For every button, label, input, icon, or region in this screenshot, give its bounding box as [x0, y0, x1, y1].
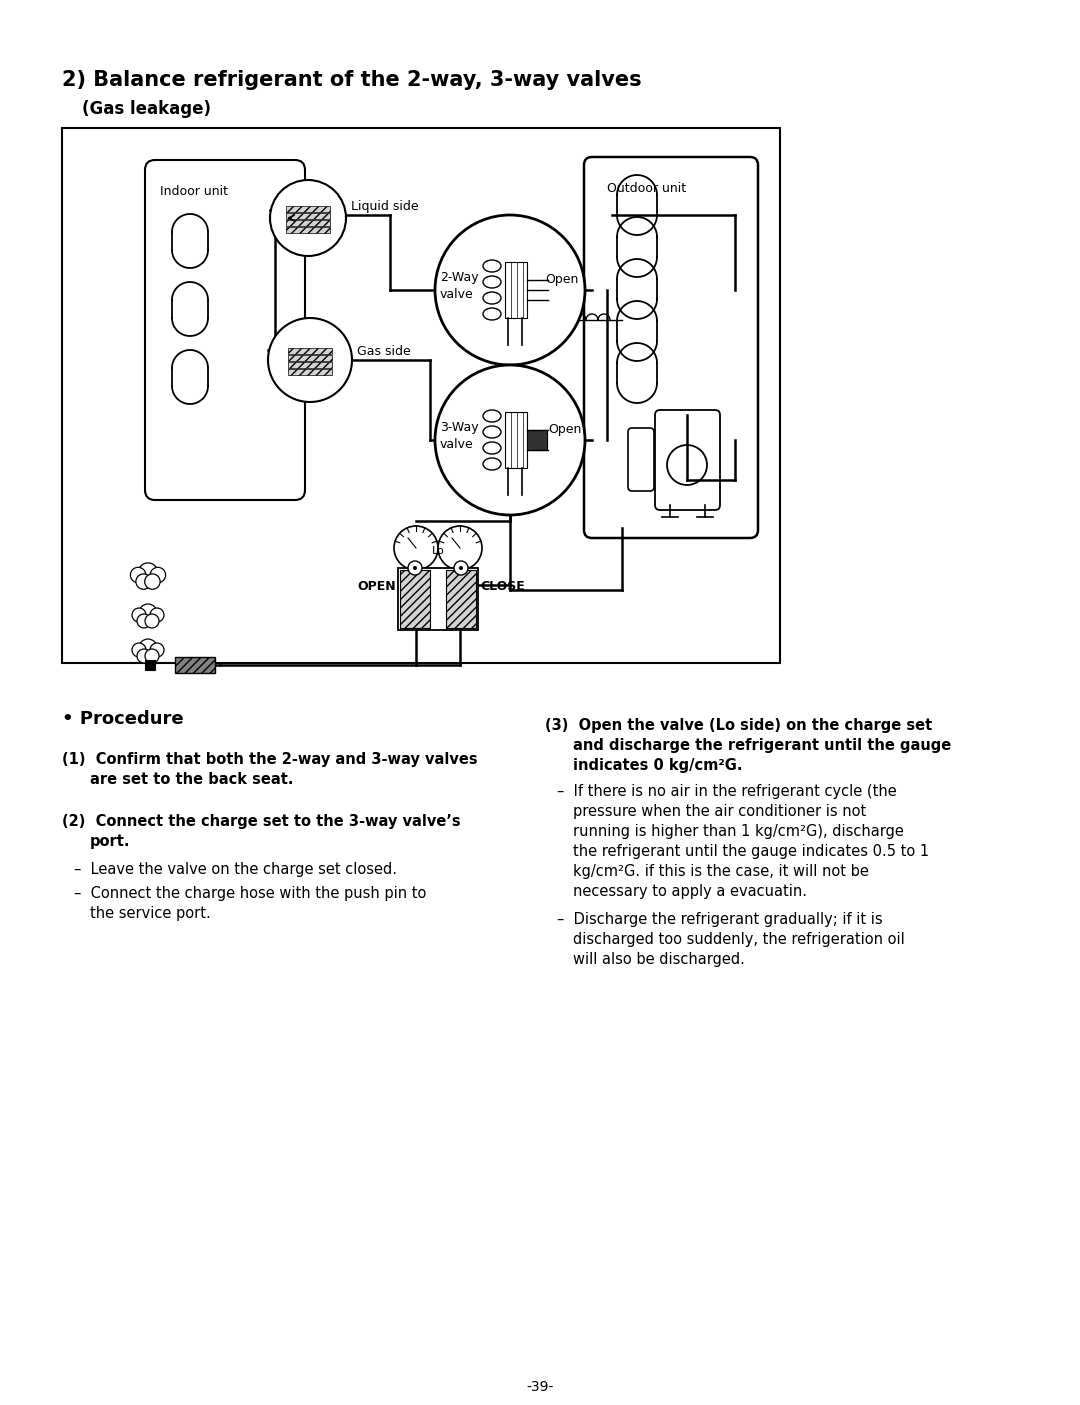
- Text: pressure when the air conditioner is not: pressure when the air conditioner is not: [573, 804, 866, 819]
- Circle shape: [459, 566, 463, 570]
- Circle shape: [132, 643, 146, 658]
- Bar: [145, 660, 156, 670]
- Bar: [288, 355, 332, 361]
- Text: 2-Way: 2-Way: [440, 271, 478, 284]
- Bar: [286, 207, 330, 212]
- Text: Indoor unit: Indoor unit: [160, 185, 228, 198]
- Circle shape: [454, 561, 468, 575]
- Circle shape: [435, 365, 585, 516]
- Text: will also be discharged.: will also be discharged.: [573, 953, 745, 967]
- Text: • Procedure: • Procedure: [62, 710, 184, 728]
- Circle shape: [145, 614, 159, 628]
- Text: valve: valve: [440, 438, 474, 451]
- Text: necessary to apply a evacuatin.: necessary to apply a evacuatin.: [573, 884, 807, 899]
- Circle shape: [145, 573, 160, 589]
- Circle shape: [408, 561, 422, 575]
- Circle shape: [270, 180, 346, 256]
- Text: the service port.: the service port.: [90, 906, 211, 922]
- Bar: [505, 261, 527, 318]
- Text: Lo: Lo: [432, 547, 444, 556]
- Text: kg/cm²G. if this is the case, it will not be: kg/cm²G. if this is the case, it will no…: [573, 864, 869, 880]
- Circle shape: [394, 525, 438, 570]
- Circle shape: [150, 608, 164, 622]
- Text: -39-: -39-: [526, 1380, 554, 1394]
- Circle shape: [132, 608, 146, 622]
- Bar: [288, 370, 332, 375]
- Text: discharged too suddenly, the refrigeration oil: discharged too suddenly, the refrigerati…: [573, 932, 905, 947]
- Bar: [527, 430, 546, 450]
- Text: –  If there is no air in the refrigerant cycle (the: – If there is no air in the refrigerant …: [557, 784, 896, 799]
- Circle shape: [137, 649, 151, 663]
- Circle shape: [139, 639, 157, 658]
- Bar: [286, 221, 330, 226]
- Bar: [399, 568, 478, 629]
- Circle shape: [435, 215, 585, 365]
- Circle shape: [438, 525, 482, 570]
- Text: Gas side: Gas side: [357, 346, 410, 358]
- Text: are set to the back seat.: are set to the back seat.: [90, 771, 294, 787]
- Text: Outdoor unit: Outdoor unit: [607, 183, 686, 195]
- Text: and discharge the refrigerant until the gauge: and discharge the refrigerant until the …: [573, 738, 951, 753]
- Circle shape: [145, 649, 159, 663]
- Bar: [505, 412, 527, 468]
- Circle shape: [137, 614, 151, 628]
- Text: valve: valve: [440, 288, 474, 302]
- Text: –  Connect the charge hose with the push pin to: – Connect the charge hose with the push …: [75, 887, 427, 901]
- Bar: [286, 214, 330, 219]
- Circle shape: [136, 573, 151, 589]
- Text: 2) Balance refrigerant of the 2-way, 3-way valves: 2) Balance refrigerant of the 2-way, 3-w…: [62, 70, 642, 90]
- Text: (1)  Confirm that both the 2-way and 3-way valves: (1) Confirm that both the 2-way and 3-wa…: [62, 752, 477, 767]
- Text: Liquid side: Liquid side: [351, 200, 419, 214]
- Bar: [288, 348, 332, 354]
- Bar: [446, 570, 476, 628]
- Circle shape: [150, 643, 164, 658]
- Circle shape: [413, 566, 417, 570]
- Text: (2)  Connect the charge set to the 3-way valve’s: (2) Connect the charge set to the 3-way …: [62, 813, 461, 829]
- Text: OPEN: OPEN: [357, 580, 396, 593]
- Circle shape: [138, 563, 158, 583]
- Text: (3)  Open the valve (Lo side) on the charge set: (3) Open the valve (Lo side) on the char…: [545, 718, 932, 733]
- Text: 3-Way: 3-Way: [440, 422, 478, 434]
- Bar: [400, 570, 430, 628]
- Text: –  Discharge the refrigerant gradually; if it is: – Discharge the refrigerant gradually; i…: [557, 912, 882, 927]
- Bar: [288, 362, 332, 368]
- Bar: [175, 658, 215, 673]
- Circle shape: [150, 568, 165, 583]
- Circle shape: [139, 604, 157, 622]
- Text: indicates 0 kg/cm²G.: indicates 0 kg/cm²G.: [573, 759, 743, 773]
- Text: Open: Open: [548, 423, 581, 437]
- Text: (Gas leakage): (Gas leakage): [82, 100, 211, 118]
- Text: –  Leave the valve on the charge set closed.: – Leave the valve on the charge set clos…: [75, 863, 397, 877]
- Text: the refrigerant until the gauge indicates 0.5 to 1: the refrigerant until the gauge indicate…: [573, 844, 929, 858]
- Text: CLOSE: CLOSE: [480, 580, 525, 593]
- Bar: [62, 128, 780, 663]
- Bar: [286, 228, 330, 233]
- Circle shape: [131, 568, 146, 583]
- Text: port.: port.: [90, 835, 131, 849]
- Circle shape: [268, 318, 352, 402]
- Text: running is higher than 1 kg/cm²G), discharge: running is higher than 1 kg/cm²G), disch…: [573, 823, 904, 839]
- Text: Open: Open: [545, 274, 579, 287]
